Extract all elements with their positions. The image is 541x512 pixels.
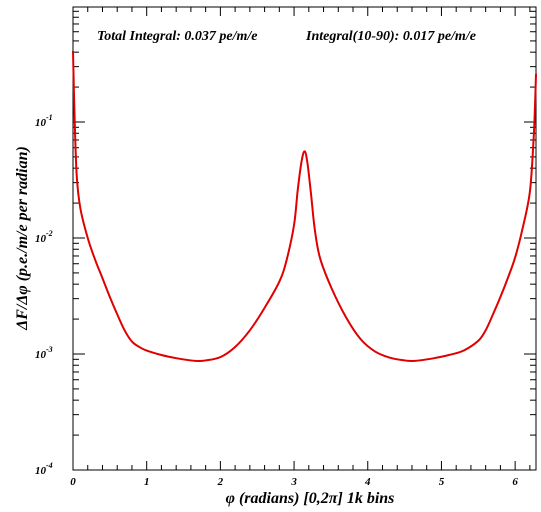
y-axis-label: ΔF/Δφ (p.e./m/e per radian)	[14, 146, 31, 331]
y-tick-label: 10-4	[35, 461, 53, 477]
x-tick-label: 4	[364, 476, 371, 488]
total-integral-annotation: Total Integral: 0.037 pe/m/e	[97, 29, 257, 44]
x-tick-label: 5	[439, 476, 445, 488]
x-axis-label: φ (radians) [0,2π] 1k bins	[226, 490, 395, 507]
y-tick-label: 10-3	[35, 345, 53, 361]
x-axis-ticks	[72, 7, 531, 470]
series-line	[72, 50, 537, 363]
x-tick-label: 3	[290, 476, 297, 488]
x-tick-label: 6	[512, 476, 518, 488]
plot-frame	[72, 6, 537, 471]
x-tick-label: 1	[144, 476, 150, 488]
integral-range-annotation: Integral(10-90): 0.017 pe/m/e	[305, 29, 476, 44]
x-tick-label: 2	[217, 476, 224, 488]
y-axis-ticks	[73, 10, 536, 471]
x-tick-labels: 0 1 2 3 4 5 6	[70, 476, 518, 488]
x-tick-label: 0	[70, 476, 76, 488]
y-tick-label: 10-2	[35, 229, 53, 245]
y-tick-label: 10-1	[35, 113, 53, 129]
y-tick-labels: 10-4 10-3 10-2 10-1	[35, 113, 53, 477]
